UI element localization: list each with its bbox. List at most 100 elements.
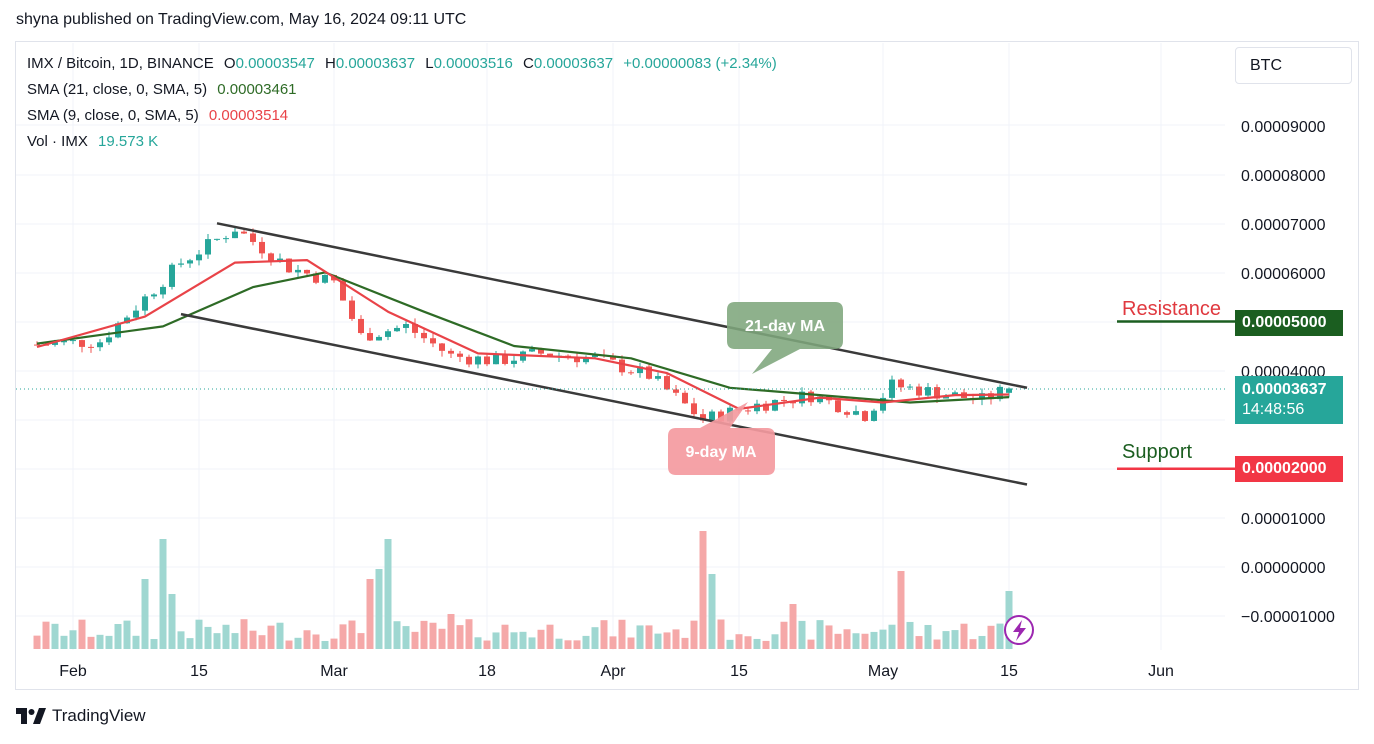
- ma9-callout-text: 9-day MA: [685, 444, 757, 461]
- volume-bar: [357, 633, 365, 649]
- price-tick: 0.00008000: [1241, 168, 1326, 185]
- symbol-title[interactable]: IMX / Bitcoin, 1D, BINANCE: [27, 55, 214, 72]
- currency-button[interactable]: BTC: [1235, 47, 1352, 84]
- channel-upper-line: [216, 222, 1028, 390]
- candle-body: [52, 342, 58, 345]
- volume-bar: [177, 631, 185, 649]
- candle-body: [466, 356, 472, 365]
- volume-bar: [564, 640, 572, 649]
- time-tick: 15: [190, 663, 208, 680]
- candle-body: [619, 359, 625, 373]
- ohlc-legend: IMX / Bitcoin, 1D, BINANCE O0.00003547 H…: [27, 55, 783, 72]
- chart-frame[interactable]: [15, 41, 1359, 690]
- volume-bar: [870, 631, 878, 649]
- volume-bar: [528, 637, 536, 649]
- candle-body: [997, 386, 1003, 400]
- price-tick: 0.00007000: [1241, 217, 1326, 234]
- volume-bar: [78, 619, 86, 649]
- candle-body: [259, 241, 265, 254]
- time-tick: Mar: [320, 663, 348, 680]
- volume-bar: [582, 635, 590, 649]
- candle-body: [421, 332, 427, 339]
- volume-bar: [168, 594, 176, 649]
- candle-body: [286, 258, 292, 273]
- candle-body: [448, 350, 454, 354]
- volume-bar: [240, 619, 248, 649]
- tradingview-logo[interactable]: TradingView: [16, 706, 146, 726]
- time-tick: Feb: [59, 663, 87, 680]
- candle-body: [628, 372, 634, 374]
- candlesticks: [34, 226, 1012, 425]
- candle-body: [916, 386, 922, 396]
- volume-bar: [222, 624, 230, 649]
- volume-bar: [852, 633, 860, 649]
- candle-body: [745, 410, 751, 412]
- volume-bar: [663, 632, 671, 649]
- candle-body: [655, 376, 661, 379]
- volume-legend[interactable]: Vol · IMX 19.573 K: [27, 133, 164, 150]
- lightning-icon[interactable]: [1004, 615, 1034, 645]
- candle-body: [34, 344, 40, 346]
- candle-body: [484, 356, 490, 365]
- candle-body: [934, 387, 940, 399]
- candle-body: [538, 349, 544, 354]
- volume-bar: [600, 620, 608, 649]
- volume-bar: [366, 579, 374, 649]
- candle-body: [592, 354, 598, 357]
- candle-body: [358, 318, 364, 334]
- price-tick: 0.00006000: [1241, 266, 1326, 283]
- volume-bar: [447, 614, 455, 649]
- volume-bar: [933, 639, 941, 649]
- volume-bar: [771, 634, 779, 649]
- price-tick: 0.00000000: [1241, 560, 1326, 577]
- candle-body: [988, 393, 994, 400]
- time-tick: 15: [1000, 663, 1018, 680]
- volume-bar: [249, 630, 257, 649]
- candle-body: [304, 269, 310, 274]
- volume-bar: [438, 628, 446, 649]
- candle-body: [97, 342, 103, 348]
- candle-body: [691, 403, 697, 415]
- candle-body: [529, 349, 535, 352]
- volume-bar: [834, 633, 842, 649]
- sma21-legend[interactable]: SMA (21, close, 0, SMA, 5) 0.00003461: [27, 81, 303, 98]
- volume-bar: [969, 639, 977, 649]
- candle-body: [898, 379, 904, 388]
- volume-bar: [330, 638, 338, 649]
- sma9-label: SMA (9, close, 0, SMA, 5): [27, 107, 199, 124]
- candle-body: [115, 323, 121, 338]
- candle-body: [241, 231, 247, 234]
- candle-body: [853, 411, 859, 415]
- volume-bar: [375, 569, 383, 649]
- volume-bar: [897, 571, 905, 649]
- candle-body: [718, 411, 724, 422]
- candle-body: [574, 357, 580, 363]
- volume-bar: [807, 639, 815, 649]
- sma9-legend[interactable]: SMA (9, close, 0, SMA, 5) 0.00003514: [27, 107, 294, 124]
- volume-bar: [879, 629, 887, 649]
- candle-body: [214, 238, 220, 240]
- volume-value: 19.573 K: [98, 133, 159, 150]
- ma9-callout: 9-day MA: [668, 402, 775, 475]
- volume-bar: [213, 633, 221, 649]
- volume-bar: [51, 623, 59, 649]
- volume-bar: [141, 579, 149, 649]
- volume-bar: [753, 638, 761, 649]
- volume-bar: [501, 624, 509, 649]
- close-value: 0.00003637: [533, 55, 614, 72]
- candle-body: [403, 324, 409, 328]
- volume-bar: [645, 625, 653, 649]
- volume-bar: [384, 539, 392, 649]
- volume-bar: [33, 635, 41, 649]
- volume-bar: [762, 640, 770, 649]
- volume-bar: [546, 624, 554, 649]
- candle-body: [457, 353, 463, 357]
- candle-body: [583, 356, 589, 363]
- candle-body: [664, 376, 670, 390]
- volume-bar: [861, 633, 869, 649]
- volume-bar: [456, 625, 464, 649]
- volume-bar: [915, 636, 923, 649]
- price-axis[interactable]: 0.00009000 0.00008000 0.00007000 0.00006…: [1241, 119, 1335, 626]
- time-axis[interactable]: Feb 15 Mar 18 Apr 15 May 15 Jun: [59, 663, 1174, 680]
- current-price-label: 0.00003637 14:48:56: [1235, 376, 1343, 424]
